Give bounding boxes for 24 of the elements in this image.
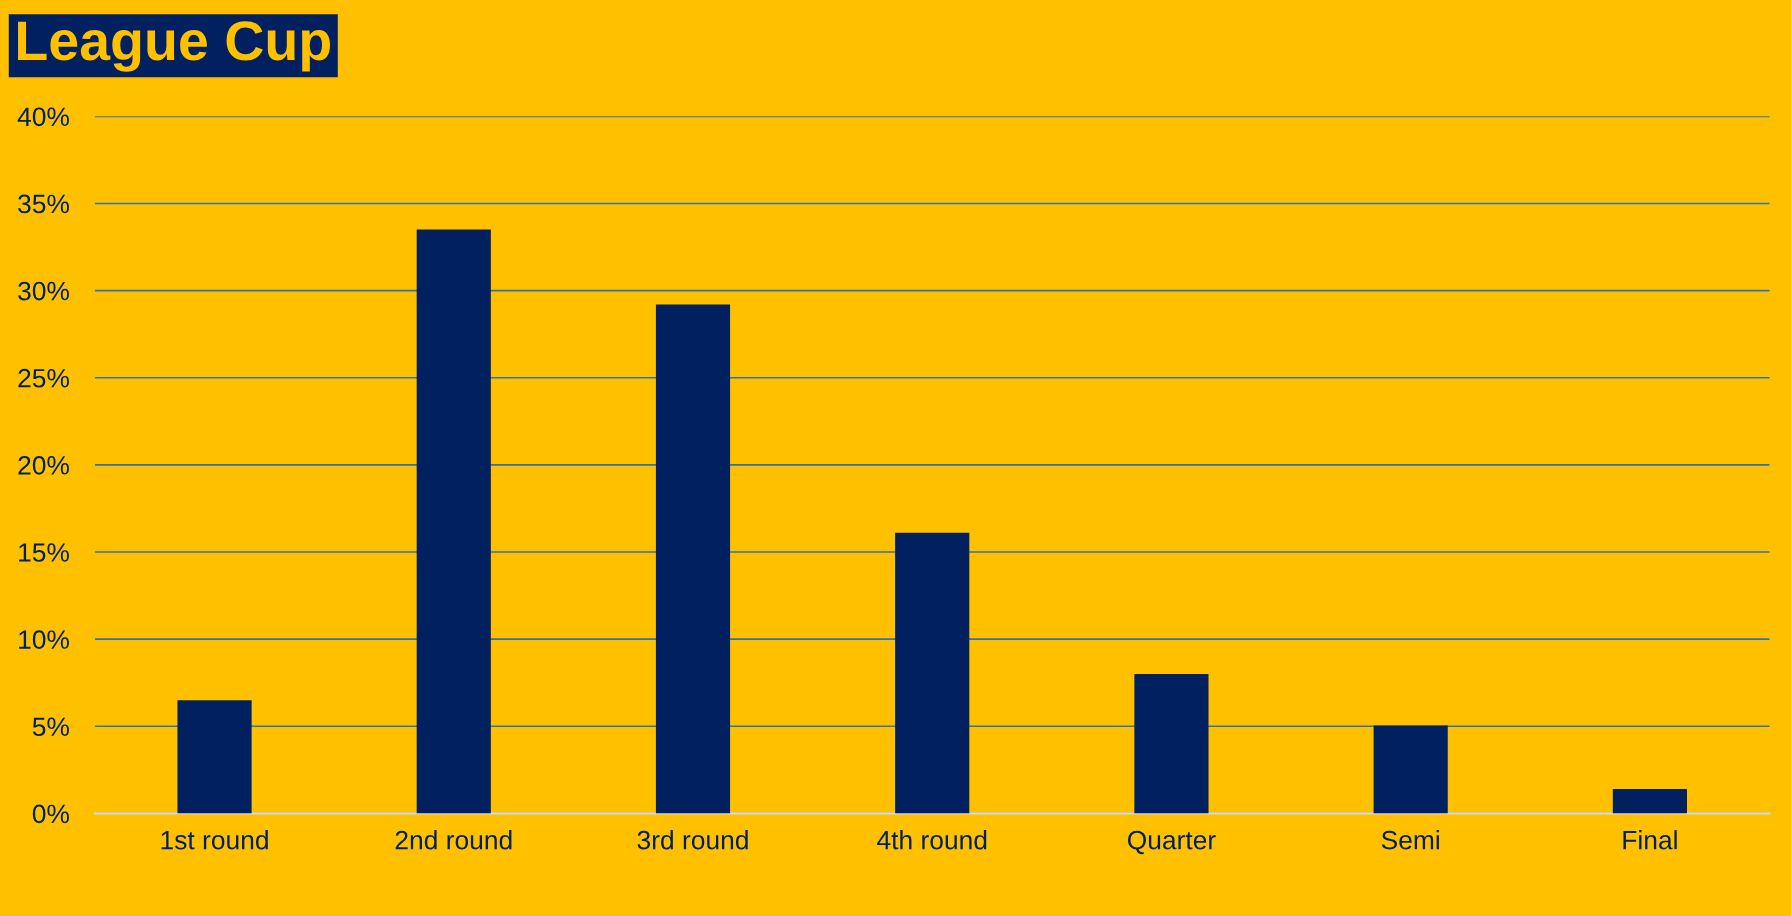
y-tick-label: 25% <box>18 368 69 388</box>
x-tick-label: 2nd round <box>395 830 512 850</box>
x-tick-label: 3rd round <box>637 830 748 850</box>
bar <box>1612 789 1687 814</box>
y-tick-label: 15% <box>19 543 69 562</box>
bar <box>655 304 731 814</box>
y-tick-label: 20% <box>18 456 69 475</box>
bar <box>416 229 491 814</box>
x-tick-label: Quarter <box>1127 830 1216 855</box>
y-tick-label: 35% <box>18 194 69 214</box>
y-tick-label: 30% <box>18 281 69 301</box>
y-tick-label: 10% <box>19 630 69 649</box>
x-tick-label: Final <box>1623 830 1677 850</box>
x-tick-label: 4th round <box>877 830 987 850</box>
y-tick-label: 0% <box>32 804 69 824</box>
bar <box>895 532 970 814</box>
chart-title: League Cup <box>18 21 330 72</box>
y-tick-label: 5% <box>32 717 69 737</box>
y-tick-label: 40% <box>17 107 69 127</box>
bar <box>1373 725 1448 814</box>
bar <box>1134 673 1209 814</box>
bar <box>177 700 252 814</box>
x-tick-label: 1st round <box>161 830 268 850</box>
x-tick-label: Semi <box>1381 830 1439 850</box>
